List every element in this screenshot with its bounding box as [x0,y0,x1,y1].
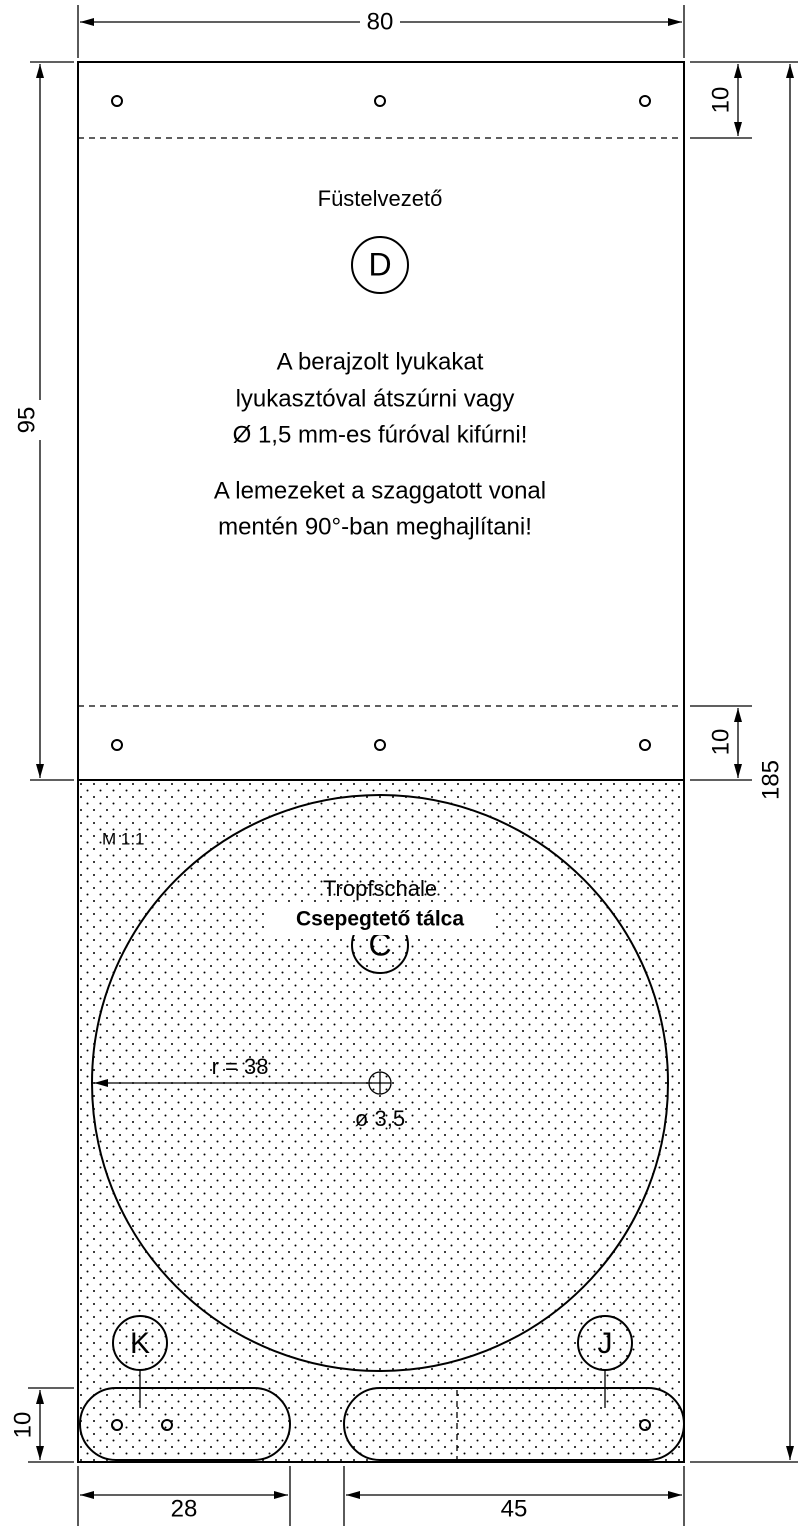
dimension-label: 10 [707,87,734,114]
part-name-de: Tropfschale [323,876,437,901]
dimension-label: 28 [171,1495,198,1522]
dimension-label: 95 [13,407,40,434]
radius-label: r = 38 [212,1054,269,1079]
scale: M 1:1 [102,829,145,848]
instruction: Ø 1,5 mm-es fúróval kifúrni! [233,421,528,448]
dimension-label: 185 [757,760,784,800]
label-circle [351,236,409,294]
slot-left [79,1387,291,1461]
dimension-label: 10 [707,729,734,756]
part-letter: D [368,246,391,282]
instruction: mentén 90°-ban meghajlítani! [218,513,532,540]
part-name: Csepegtető tálca [296,908,464,931]
dimension-label: 80 [367,8,394,35]
hole-label: ø 3,5 [355,1106,405,1131]
instruction: A berajzolt lyukakat [277,348,484,375]
slot-letter: K [130,1327,150,1360]
label-bg [265,905,495,935]
part-name: Füstelvezető [318,186,443,211]
tray-circle [91,794,669,1372]
dimension-label: 10 [9,1412,36,1439]
instruction: lyukasztóval átszúrni vagy [236,385,515,412]
part-letter: C [368,926,391,962]
dimension-label: 45 [501,1495,528,1522]
outline [77,61,685,1463]
instructions: A berajzolt lyukakat lyukasztóval átszúr… [214,348,546,540]
instruction: A lemezeket a szaggatott vonal [214,477,546,504]
texture [78,780,684,1462]
slot-letter: J [598,1327,613,1360]
holes [111,95,651,1431]
